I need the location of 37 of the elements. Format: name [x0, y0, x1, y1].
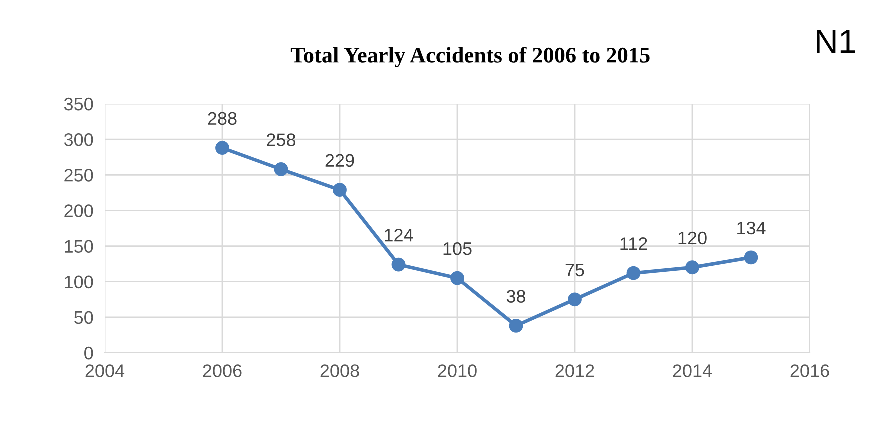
- y-tick-label: 150: [65, 240, 94, 254]
- x-tick-label: 2004: [86, 364, 125, 378]
- x-tick-label: 2010: [438, 364, 477, 378]
- point: [686, 260, 700, 275]
- data-label: 134: [738, 222, 766, 235]
- y-tick-label: 350: [64, 98, 94, 111]
- y-tick-label: 0: [84, 346, 94, 360]
- y-tick-label: 200: [64, 204, 94, 218]
- y-tick-label: 250: [64, 169, 94, 182]
- point: [509, 319, 524, 333]
- data-label: 288: [208, 112, 237, 126]
- data-label: 120: [678, 232, 707, 245]
- point: [568, 292, 582, 307]
- point: [333, 183, 347, 198]
- point: [392, 258, 406, 272]
- data-label: 38: [506, 290, 526, 303]
- data-label: 229: [326, 154, 354, 168]
- point: [274, 162, 288, 176]
- y-tick-label: 300: [64, 134, 94, 146]
- data-label: 75: [566, 264, 584, 277]
- x-tick-label: 2014: [673, 364, 712, 378]
- x-tick-label: 2006: [203, 364, 242, 378]
- chart-title: Total Yearly Accidents of 2006 to 2015: [290, 47, 650, 68]
- x-tick-label: 2012: [556, 364, 594, 378]
- data-label: 124: [385, 228, 414, 242]
- x-tick-label: 2016: [790, 364, 830, 378]
- data-label: 258: [267, 134, 296, 146]
- text: N1: [817, 30, 856, 54]
- data-label: 112: [620, 238, 648, 250]
- x-tick-label: 2008: [320, 364, 360, 378]
- point: [626, 266, 641, 280]
- y-tick-label: 100: [65, 276, 94, 289]
- y-tick-label: 50: [74, 311, 94, 324]
- point: [216, 141, 230, 156]
- point: [744, 250, 758, 265]
- data-label: 105: [444, 242, 472, 256]
- point: [450, 271, 464, 286]
